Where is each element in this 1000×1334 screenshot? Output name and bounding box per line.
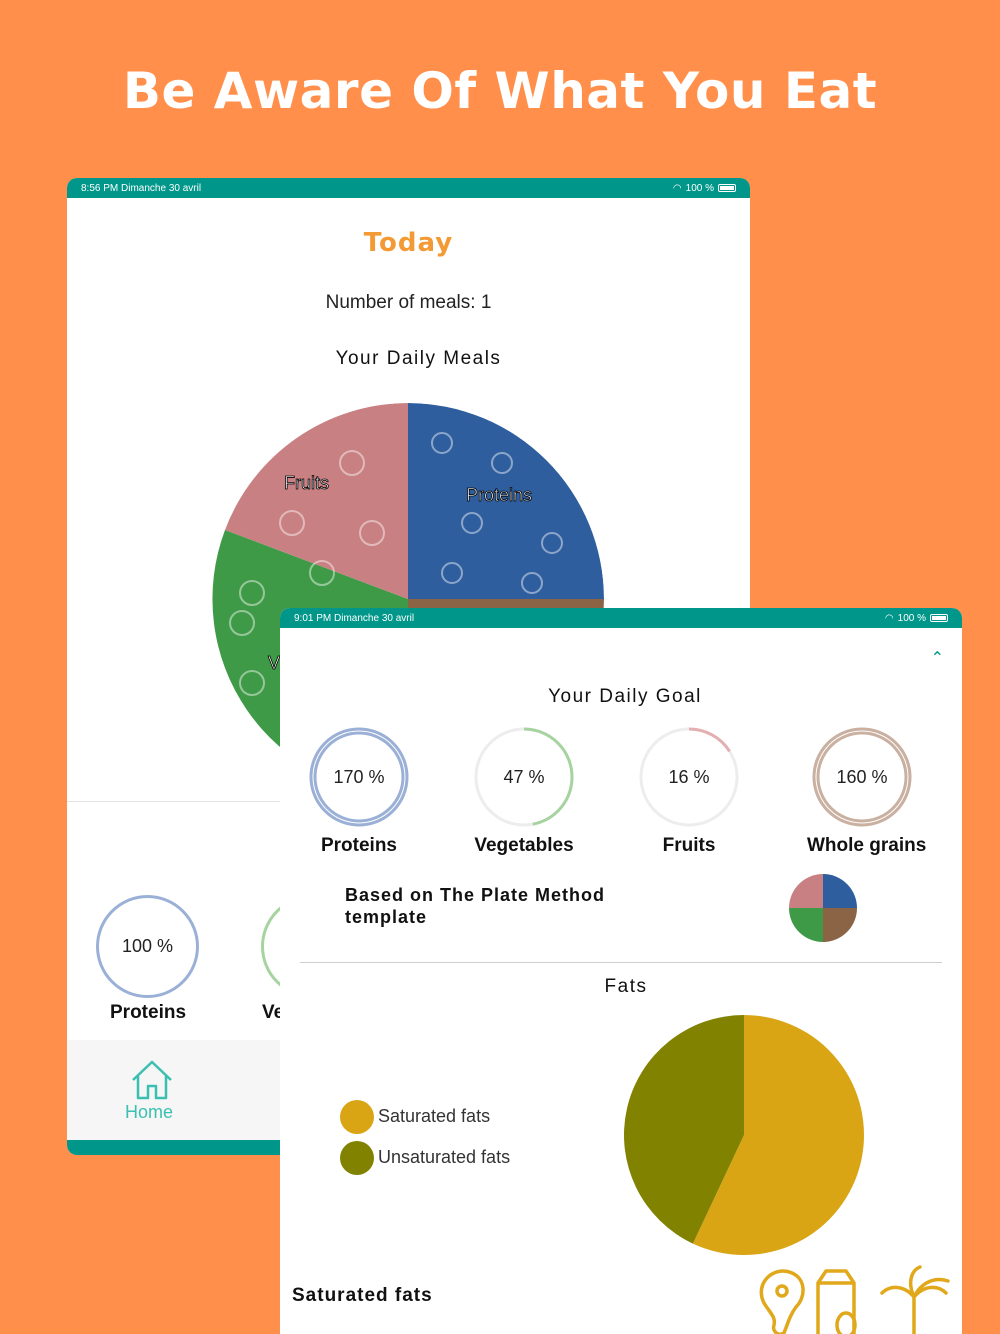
legend-item-saturated: Saturated fats (340, 1096, 510, 1137)
goal-proteins: 170 % Proteins (304, 725, 414, 857)
home-icon[interactable] (129, 1058, 175, 1102)
status-bar: 8:56 PM Dimanche 30 avril ◠ 100 % (67, 178, 750, 198)
fats-pie-chart[interactable] (623, 1014, 865, 1256)
nav-home-label[interactable]: Home (125, 1102, 174, 1122)
plate-method-icon[interactable] (788, 873, 858, 943)
wifi-icon: ◠ (884, 612, 894, 624)
goal-ring-icon (639, 727, 739, 827)
collapse-chevron-icon[interactable]: ⌃ (930, 650, 944, 667)
page-title: Today (363, 228, 454, 258)
meat-icon (759, 1269, 805, 1334)
battery-icon (930, 614, 948, 622)
goal-label: Vegetables (474, 835, 574, 856)
legend-dot-unsaturated (340, 1140, 374, 1175)
tablet-goal-screen: 9:01 PM Dimanche 30 avril ◠ 100 % ⌃ Your… (280, 608, 962, 1334)
fats-slice-saturated-fats[interactable] (692, 1015, 864, 1255)
pie-label-fruits: Fruits (284, 473, 329, 493)
goal-ring-icon (812, 727, 912, 827)
fats-title: Fats (604, 976, 648, 997)
saturated-fats-title: Saturated fats (292, 1285, 433, 1306)
protein-ring-value: 100 % (121, 936, 174, 956)
legend-label-saturated: Saturated fats (378, 1106, 491, 1126)
battery-percent: 100 % (685, 182, 714, 194)
based-on-text: Based on The Plate Method template (345, 885, 606, 927)
fats-slice-unsaturated-fats[interactable] (624, 1015, 744, 1244)
status-time: 8:56 PM Dimanche 30 avril (81, 182, 202, 194)
goal-ring-icon (309, 727, 409, 827)
pie-slice-proteins (408, 403, 604, 599)
goal-fruits: 16 % Fruits (634, 725, 744, 857)
battery-percent: 100 % (897, 612, 926, 624)
status-time: 9:01 PM Dimanche 30 avril (294, 612, 415, 624)
goal-label: Whole grains (807, 835, 927, 856)
goal-label: Proteins (320, 835, 398, 856)
legend-item-unsaturated: Unsaturated fats (340, 1137, 510, 1178)
divider (300, 962, 942, 963)
goal-vegetables: 47 % Vegetables (469, 725, 579, 857)
palm-tree-icon (880, 1265, 950, 1334)
goal-value: 47 % (503, 766, 545, 787)
battery-icon (718, 184, 736, 192)
daily-meals-title: Your Daily Meals (335, 348, 502, 369)
milk-icon (816, 1269, 856, 1334)
goal-whole-grains: 160 % Whole grains (807, 725, 927, 857)
pie-slice-fruits (225, 403, 408, 599)
daily-goal-title: Your Daily Goal (548, 686, 702, 707)
goal-value: 16 % (668, 766, 710, 787)
goal-value: 160 % (836, 766, 888, 787)
protein-ring-label: Proteins (110, 1002, 187, 1023)
status-bar: 9:01 PM Dimanche 30 avril ◠ 100 % (280, 608, 962, 628)
vegetables-ring-label: Ve (262, 1002, 285, 1023)
fats-legend: Saturated fats Unsaturated fats (340, 1096, 510, 1178)
goal-value: 170 % (333, 766, 385, 787)
goal-ring-icon (474, 727, 574, 827)
food-icons (759, 1265, 950, 1334)
pie-label-vegetables: V (268, 653, 280, 673)
headline: Be Aware Of What You Eat (122, 62, 878, 120)
legend-dot-saturated (340, 1099, 374, 1134)
wifi-icon: ◠ (672, 182, 682, 194)
protein-ring: 100 % (96, 895, 199, 998)
goal-label: Fruits (662, 835, 716, 856)
pie-label-proteins: Proteins (466, 485, 532, 505)
meals-count: Number of meals: 1 (325, 292, 492, 313)
legend-label-unsaturated: Unsaturated fats (378, 1147, 511, 1167)
